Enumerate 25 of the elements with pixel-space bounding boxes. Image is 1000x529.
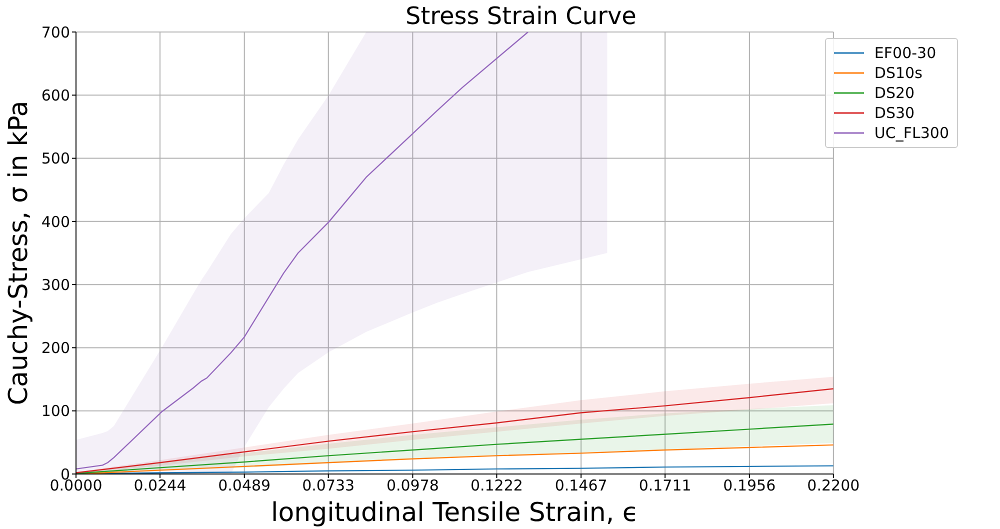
- y-tick-label: 700: [41, 23, 70, 42]
- chart-title: Stress Strain Curve: [404, 1, 638, 32]
- y-tick-label: 300: [41, 276, 70, 294]
- x-tick-label: 0.1711: [638, 476, 692, 495]
- x-tick-label: 0.0978: [386, 476, 439, 495]
- x-tick-label: 0.1467: [554, 476, 608, 495]
- y-tick-label: 200: [41, 339, 70, 358]
- x-tick-label: 0.1222: [470, 476, 523, 495]
- x-tick-label: 0.1956: [723, 476, 776, 495]
- x-tick-label: 0.0244: [134, 476, 186, 495]
- legend-label: UC_FL300: [874, 123, 949, 143]
- x-tick-label: 0.0733: [302, 476, 355, 495]
- x-tick-label: 0.0489: [218, 476, 271, 495]
- y-tick-label: 100: [41, 402, 70, 420]
- y-axis-title: Cauchy-Stress, σ in kPa: [4, 100, 34, 406]
- x-tick-label: 0.2200: [807, 476, 860, 495]
- legend-label: DS20: [874, 83, 915, 103]
- y-tick-label: 600: [41, 86, 70, 104]
- legend-label: DS30: [874, 103, 915, 123]
- y-tick-label: 500: [41, 150, 70, 168]
- legend-label: EF00-30: [874, 43, 936, 63]
- y-tick-label: 400: [41, 212, 70, 231]
- legend-label: DS10s: [874, 63, 922, 83]
- x-axis-title: longitudinal Tensile Strain, ϵ: [271, 498, 638, 528]
- line-series: [76, 32, 529, 470]
